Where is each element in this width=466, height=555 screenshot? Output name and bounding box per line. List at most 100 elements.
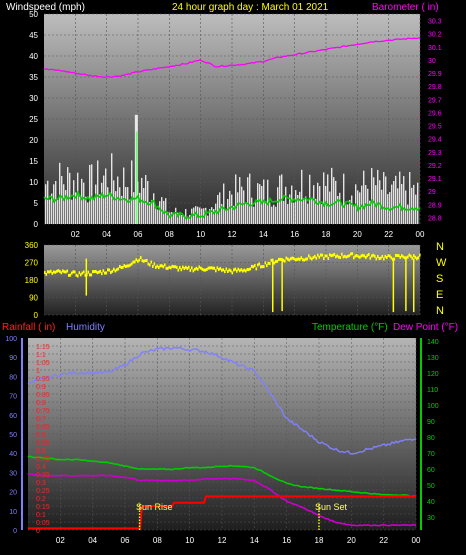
wind-gust-bar <box>377 169 379 224</box>
wind-gust-bar <box>133 192 135 224</box>
wind-gust-bar <box>259 184 261 224</box>
wind-gust-bar <box>353 205 355 224</box>
wind-gust-bar <box>347 204 349 224</box>
wind-gust-bar <box>199 207 201 224</box>
wind-xtick-label: 16 <box>290 230 299 239</box>
sunrise-label: Sun Rise <box>136 502 173 512</box>
direction-point <box>327 256 330 260</box>
rain-ytick-label: 0.75 <box>36 408 50 415</box>
wind-gust-bar <box>273 204 275 224</box>
rain-ytick-label: 1.1 <box>36 352 46 359</box>
direction-point <box>369 256 372 260</box>
direction-point <box>93 270 96 274</box>
direction-point <box>311 257 313 261</box>
barometer-ytick-label: 28.9 <box>428 202 442 209</box>
direction-point <box>362 253 364 257</box>
direction-point <box>410 254 412 258</box>
direction-point <box>246 267 249 271</box>
windspeed-axis-title: Windspeed (mph) <box>6 2 85 13</box>
wind-gust-bar <box>349 199 351 224</box>
wind-gust-bar <box>391 184 393 224</box>
direction-point <box>230 269 232 273</box>
wind-gust-bar <box>49 199 51 224</box>
direction-point <box>146 258 148 262</box>
temperature-ytick-label: 100 <box>427 403 439 410</box>
wind-gust-bar <box>99 194 101 224</box>
direction-point <box>383 257 385 261</box>
direction-point <box>174 265 177 269</box>
wind-gust-bar <box>123 167 125 224</box>
direction-point <box>74 270 76 274</box>
wind-ytick-label: 20 <box>29 136 38 145</box>
wind-gust-bar <box>231 194 233 224</box>
temperature-ytick-label: 120 <box>427 371 439 378</box>
direction-point <box>290 257 292 261</box>
wind-gust-bar <box>413 184 415 224</box>
direction-point <box>207 266 210 270</box>
wind-gust-bar <box>275 206 277 224</box>
rain-ytick-label: 0.9 <box>36 384 46 391</box>
wind-gust-bar <box>111 153 113 224</box>
temperature-ytick-label: 110 <box>427 387 438 394</box>
wind-gust-bar <box>145 174 147 224</box>
direction-point <box>314 254 316 258</box>
direction-point <box>326 254 328 258</box>
temperature-ytick-label: 60 <box>427 467 435 474</box>
wind-gust-bar <box>227 198 229 224</box>
direction-point <box>201 267 204 271</box>
rain-xtick-label: 10 <box>185 536 194 545</box>
direction-point <box>216 266 219 270</box>
rain-xtick-label: 16 <box>282 536 291 545</box>
direction-point <box>285 256 288 260</box>
direction-point <box>176 265 178 269</box>
direction-point <box>299 257 301 261</box>
direction-point <box>140 256 142 260</box>
rain-ytick-label: 0.5 <box>36 448 46 455</box>
rainfall-line <box>28 495 416 530</box>
rain-ytick-label: 1.05 <box>36 360 50 367</box>
wind-xtick-label: 08 <box>165 230 174 239</box>
direction-point <box>312 256 315 260</box>
wind-xtick-label: 22 <box>384 230 393 239</box>
humidity-ytick-label: 70 <box>9 394 17 401</box>
wind-gust-bar <box>225 210 227 224</box>
direction-point <box>371 254 373 258</box>
wind-gust-bar <box>291 185 293 224</box>
wind-gust-bar <box>339 192 341 224</box>
rain-xtick-label: 18 <box>315 536 324 545</box>
direction-point <box>119 264 121 268</box>
rain-ytick-label: 0.7 <box>36 416 46 423</box>
rain-xtick-label: 08 <box>153 536 162 545</box>
direction-point <box>384 254 387 258</box>
direction-point <box>260 265 262 269</box>
wind-xtick-label: 06 <box>134 230 143 239</box>
direction-point <box>170 266 172 270</box>
direction-point <box>353 256 355 260</box>
temperature-ytick-label: 130 <box>427 355 439 362</box>
direction-point <box>339 256 342 260</box>
wind-ytick-label: 25 <box>29 115 38 124</box>
wind-gust-bar <box>367 188 369 224</box>
wind-gust-bar <box>403 176 405 224</box>
direction-point <box>155 265 157 269</box>
direction-point <box>165 266 168 270</box>
wind-xtick-label: 18 <box>322 230 331 239</box>
direction-point <box>341 252 343 256</box>
direction-point <box>162 265 165 269</box>
wind-gust-bar <box>121 195 123 224</box>
direction-point <box>102 269 105 273</box>
direction-point <box>185 265 187 269</box>
wind-gust-bar <box>213 209 215 224</box>
direction-point <box>267 261 270 265</box>
wind-ytick-label: 15 <box>29 157 38 166</box>
direction-point <box>315 256 318 260</box>
wind-gust-bar <box>117 176 119 224</box>
rain-xtick-label: 20 <box>347 536 356 545</box>
temperature-ytick-label: 30 <box>427 515 435 522</box>
wind-gust-bar <box>295 190 297 224</box>
humidity-line <box>27 346 417 455</box>
direction-point <box>363 254 366 258</box>
direction-point <box>365 256 367 260</box>
rain-ytick-label: 0.1 <box>36 512 46 519</box>
direction-point <box>113 267 115 271</box>
